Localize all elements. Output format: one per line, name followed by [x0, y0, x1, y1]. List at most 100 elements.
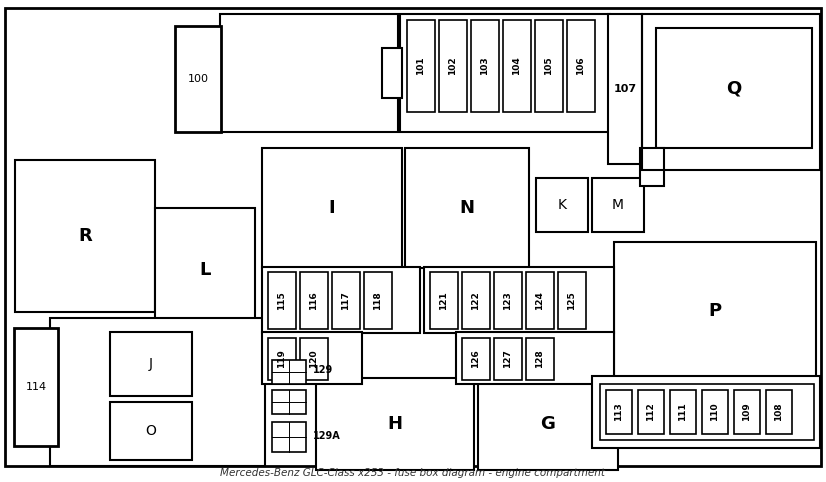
Bar [262, 267, 420, 333]
Bar [155, 208, 255, 332]
Bar [50, 318, 265, 466]
Text: Q: Q [726, 79, 742, 97]
Text: K: K [558, 198, 567, 212]
Text: I: I [329, 199, 335, 217]
Bar [592, 178, 644, 232]
Bar [766, 390, 792, 434]
Bar [494, 338, 522, 380]
Bar [262, 332, 362, 384]
Bar [462, 272, 490, 329]
Bar [592, 376, 820, 448]
Bar [670, 390, 696, 434]
Bar [558, 272, 586, 329]
Text: 100: 100 [188, 74, 208, 84]
Bar [424, 267, 614, 333]
Bar [110, 402, 192, 460]
Bar [734, 390, 760, 434]
Text: 110: 110 [710, 402, 719, 421]
Text: 107: 107 [614, 84, 637, 94]
Text: 129: 129 [313, 365, 333, 375]
Bar [405, 148, 529, 268]
Text: P: P [709, 302, 722, 320]
Bar [272, 422, 306, 452]
Text: 103: 103 [481, 57, 490, 75]
Text: 101: 101 [416, 57, 425, 75]
Text: 113: 113 [615, 402, 624, 421]
Bar [503, 20, 531, 112]
Text: 121: 121 [439, 291, 449, 310]
Bar [471, 20, 499, 112]
Text: 111: 111 [678, 402, 687, 421]
Text: H: H [387, 415, 402, 433]
Bar [272, 390, 306, 414]
Text: 109: 109 [743, 402, 752, 421]
Text: Mercedes-Benz GLC-Class x253 - fuse box diagram - engine compartment: Mercedes-Benz GLC-Class x253 - fuse box … [221, 468, 605, 478]
Text: G: G [540, 415, 555, 433]
Text: 106: 106 [577, 57, 586, 75]
Text: 124: 124 [535, 291, 544, 310]
Bar [526, 338, 554, 380]
Bar [268, 338, 296, 380]
Text: 118: 118 [373, 291, 382, 310]
Bar [220, 14, 398, 132]
Text: R: R [78, 227, 92, 245]
Bar [15, 160, 155, 312]
Text: J: J [149, 357, 153, 371]
Text: 116: 116 [310, 291, 319, 310]
Bar [535, 20, 563, 112]
Text: 117: 117 [341, 291, 350, 310]
Text: 115: 115 [278, 291, 287, 310]
Bar [300, 338, 328, 380]
Bar [567, 20, 595, 112]
Text: L: L [199, 261, 211, 279]
Bar [430, 272, 458, 329]
Bar [606, 390, 632, 434]
Text: 104: 104 [512, 56, 521, 75]
Bar [642, 14, 820, 170]
Text: 114: 114 [26, 382, 46, 392]
Text: O: O [145, 424, 156, 438]
Bar [110, 332, 192, 396]
Bar [656, 28, 812, 148]
Bar [600, 384, 814, 440]
Bar [439, 20, 467, 112]
Bar [382, 48, 402, 98]
Bar [364, 272, 392, 329]
Text: 119: 119 [278, 349, 287, 368]
Bar [614, 242, 816, 380]
Text: 127: 127 [504, 349, 512, 368]
Text: 112: 112 [647, 402, 656, 421]
Text: 120: 120 [310, 349, 319, 368]
Text: 122: 122 [472, 291, 481, 310]
Bar [407, 20, 435, 112]
Bar [478, 378, 618, 470]
Bar [332, 272, 360, 329]
Bar [14, 328, 58, 446]
Text: 126: 126 [472, 349, 481, 368]
Bar [175, 26, 221, 132]
Text: 105: 105 [544, 57, 553, 75]
Text: 102: 102 [449, 57, 458, 75]
Bar [638, 390, 664, 434]
Text: 129A: 129A [313, 431, 341, 441]
Bar [456, 332, 614, 384]
Bar [702, 390, 728, 434]
Bar [272, 360, 306, 384]
Bar [526, 272, 554, 329]
Bar [400, 14, 610, 132]
Bar [608, 14, 642, 164]
Bar [640, 148, 664, 186]
Bar [268, 272, 296, 329]
Bar [462, 338, 490, 380]
Text: M: M [612, 198, 624, 212]
Bar [536, 178, 588, 232]
Text: 125: 125 [567, 291, 577, 310]
Text: 108: 108 [775, 402, 784, 421]
Text: 128: 128 [535, 349, 544, 368]
Bar [300, 272, 328, 329]
Bar [262, 148, 402, 268]
Text: N: N [459, 199, 474, 217]
Bar [316, 378, 474, 470]
Bar [494, 272, 522, 329]
Text: 123: 123 [504, 291, 512, 310]
